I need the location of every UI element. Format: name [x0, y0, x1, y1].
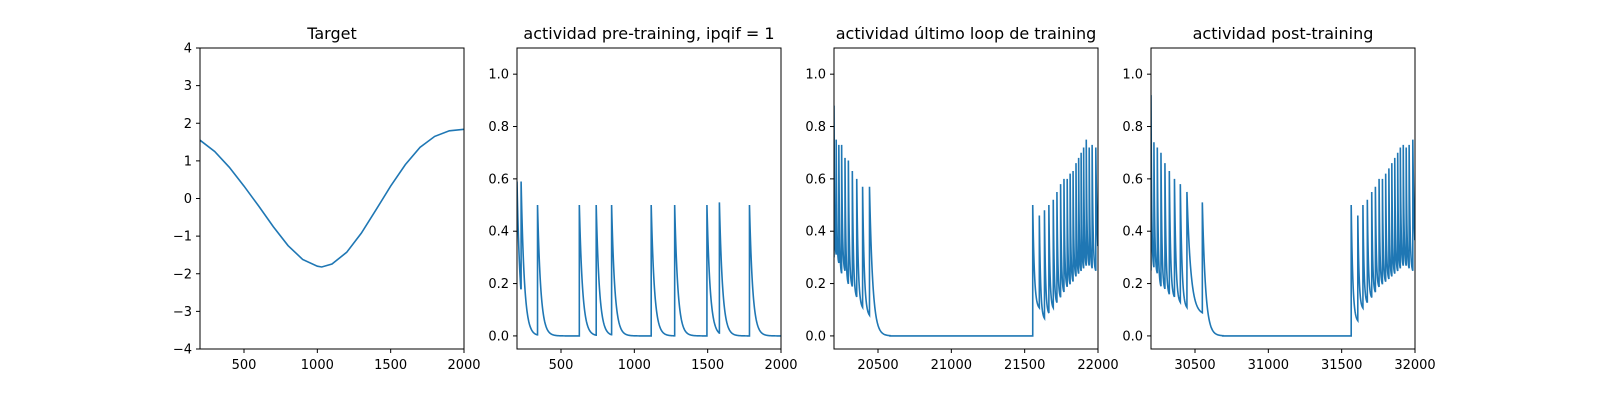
x-tick-label: 21000 — [931, 358, 972, 373]
y-tick-label: 0.8 — [488, 120, 509, 135]
axes-frame — [833, 47, 1099, 350]
y-tick-label: 1.0 — [805, 68, 826, 83]
panel-target: Target 500 1000 1500 2000 −4 −3 −2 −1 0 1 2 3 4 — [173, 24, 481, 373]
y-tick-label: 0.0 — [1122, 329, 1143, 344]
y-tick-label: −4 — [173, 343, 192, 358]
series-line — [1151, 95, 1415, 337]
axes-frame — [516, 47, 782, 350]
series-line — [834, 105, 1098, 337]
y-tick-label: 0 — [184, 192, 192, 207]
panel-post-training: actividad post-training 30500 31000 31500 3… — [1122, 24, 1435, 373]
x-tick-label: 2000 — [447, 358, 480, 373]
y-tick-label: 0.2 — [488, 277, 509, 292]
x-tick-label: 500 — [549, 358, 574, 373]
y-tick-label: 0.2 — [805, 277, 826, 292]
x-tick-label: 1000 — [618, 358, 651, 373]
y-tick-label: 3 — [184, 79, 192, 94]
y-tick-label: 0.2 — [1122, 277, 1143, 292]
x-tick-label: 31500 — [1321, 358, 1362, 373]
y-tick-label: 0.4 — [805, 225, 826, 240]
x-tick-label: 32000 — [1394, 358, 1435, 373]
x-tick-label: 31000 — [1248, 358, 1289, 373]
y-tick-label: 0.6 — [488, 172, 509, 187]
y-tick-label: 0.6 — [1122, 172, 1143, 187]
panel-title: actividad post-training — [1193, 24, 1374, 43]
y-tick-label: 4 — [184, 42, 192, 57]
x-tick-label: 20500 — [857, 358, 898, 373]
y-tick-label: 1.0 — [1122, 68, 1143, 83]
x-tick-label: 22000 — [1077, 358, 1118, 373]
x-tick-label: 30500 — [1174, 358, 1215, 373]
y-tick-label: 0.8 — [1122, 120, 1143, 135]
y-tick-label: 0.4 — [1122, 225, 1143, 240]
y-tick-label: −2 — [173, 267, 192, 282]
x-tick-label: 1000 — [301, 358, 334, 373]
series-line — [517, 181, 781, 337]
x-tick-label: 21500 — [1004, 358, 1045, 373]
y-tick-label: 0.8 — [805, 120, 826, 135]
panel-title: Target — [306, 24, 357, 43]
y-tick-label: 0.6 — [805, 172, 826, 187]
panel-pre-training: actividad pre-training, ipqif = 1 500 100… — [488, 24, 797, 373]
y-tick-label: 1 — [184, 154, 192, 169]
panel-title: actividad pre-training, ipqif = 1 — [523, 24, 774, 43]
y-tick-label: 0.4 — [488, 225, 509, 240]
panel-title: actividad último loop de training — [836, 24, 1097, 43]
y-tick-label: 0.0 — [805, 329, 826, 344]
x-tick-label: 500 — [232, 358, 257, 373]
y-tick-label: 0.0 — [488, 329, 509, 344]
series-line — [200, 128, 464, 268]
x-tick-label: 2000 — [764, 358, 797, 373]
y-tick-label: −1 — [173, 230, 192, 245]
axes-frame — [1150, 47, 1416, 350]
y-tick-label: 2 — [184, 117, 192, 132]
x-tick-label: 1500 — [691, 358, 724, 373]
panel-last-training-loop: actividad último loop de training 20500 2… — [805, 24, 1118, 373]
x-tick-label: 1500 — [374, 358, 407, 373]
y-tick-label: −3 — [173, 305, 192, 320]
y-tick-label: 1.0 — [488, 68, 509, 83]
